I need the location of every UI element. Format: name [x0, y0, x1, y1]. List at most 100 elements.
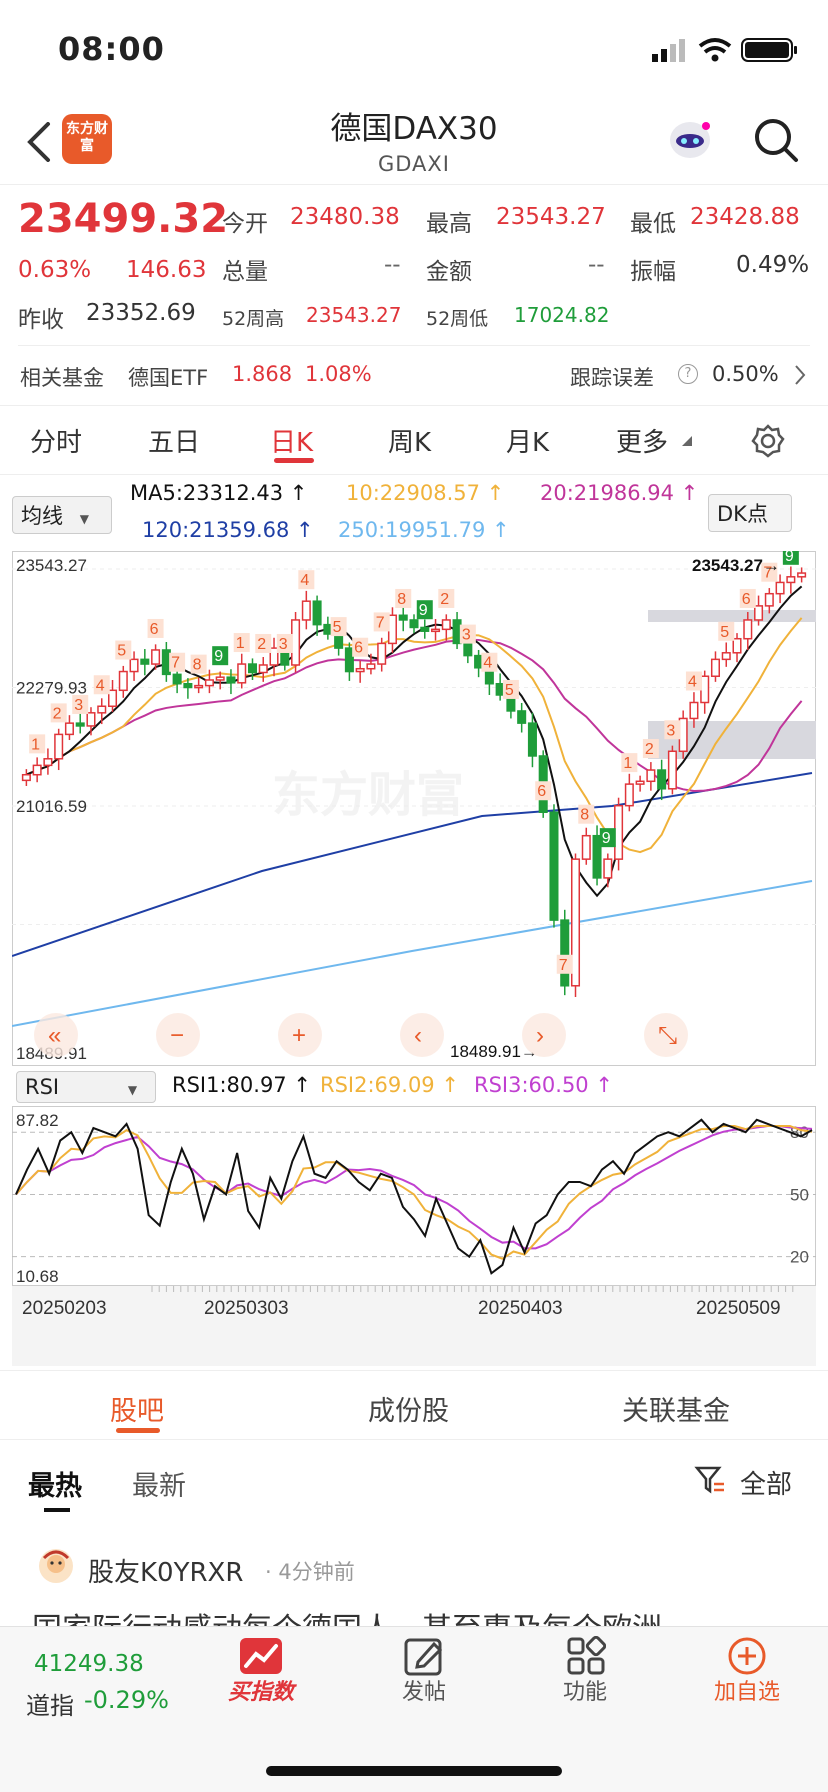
candle-body — [431, 628, 441, 633]
td-count-label: 6 — [150, 621, 159, 638]
sort-hot[interactable]: 最热 — [28, 1471, 82, 1502]
td-count-label: 5 — [505, 682, 514, 699]
candle-body — [398, 614, 408, 621]
td-count-label: 8 — [397, 591, 406, 608]
candle-body — [172, 673, 182, 685]
candle-body — [786, 576, 796, 584]
chevron-right-icon — [795, 365, 806, 385]
candle-body — [700, 675, 710, 704]
tab-weekly-k[interactable]: 周K — [388, 428, 432, 458]
tab-guba[interactable]: 股吧 — [110, 1396, 164, 1427]
candle-body — [32, 764, 42, 776]
filter-label[interactable]: 全部 — [740, 1470, 793, 1500]
td-count-label: 3 — [666, 722, 675, 739]
zoom-in-icon: + — [292, 1022, 306, 1049]
ma10-label: 10:22908.57 ↑ — [346, 481, 505, 505]
rsi-tick-label: 87.82 — [16, 1111, 59, 1130]
rsi3-label: RSI3:60.50 ↑ — [474, 1073, 613, 1097]
candle-body — [312, 600, 322, 626]
dow-index-value[interactable]: 41249.38 — [34, 1651, 144, 1677]
functions-grid-icon[interactable] — [566, 1636, 606, 1676]
candle-body — [129, 658, 139, 673]
td-count-bg — [276, 633, 293, 653]
tab-five-day[interactable]: 五日 — [148, 428, 201, 458]
dow-index-change[interactable]: -0.29% — [84, 1686, 169, 1714]
add-watchlist-label[interactable]: 加自选 — [713, 1680, 780, 1705]
td-count-label: 9 — [419, 602, 428, 619]
tab-constituents[interactable]: 成份股 — [368, 1396, 449, 1427]
td-count-label: 4 — [688, 674, 697, 691]
td-count-bg — [190, 654, 207, 674]
td-count-bg — [93, 675, 110, 695]
candle-body — [377, 642, 387, 665]
high-label: 最高 — [426, 211, 472, 237]
low-label: 最低 — [630, 211, 676, 237]
scroll-right-icon-bg — [522, 1013, 566, 1057]
related-fund-row[interactable]: 相关基金 德国ETF 1.868 1.08% 跟踪误差 ? 0.50% — [20, 362, 810, 390]
buy-index-label[interactable]: 买指数 — [227, 1680, 294, 1705]
candle-body — [247, 663, 258, 674]
candle-body — [215, 676, 225, 681]
td-count-bg — [782, 551, 799, 565]
volume-value: -- — [384, 252, 401, 278]
tab-more[interactable]: 更多 — [616, 428, 669, 458]
tab-related-funds[interactable]: 关联基金 — [622, 1396, 730, 1427]
open-value: 23480.38 — [290, 204, 400, 230]
add-watchlist-icon[interactable] — [726, 1636, 768, 1676]
td-count-bg — [621, 753, 638, 773]
amplitude-label: 振幅 — [630, 259, 676, 285]
search-icon[interactable] — [752, 116, 800, 164]
post-username[interactable]: 股友K0YRXR — [88, 1558, 244, 1588]
td-count-label: 4 — [96, 677, 105, 694]
candle-body — [635, 780, 645, 785]
rsi-level-label: 20 — [790, 1248, 809, 1267]
help-icon[interactable]: ? — [678, 364, 698, 384]
main-indicator-select[interactable]: 均线 ▼ — [12, 496, 112, 534]
app-logo: 东方财富 — [62, 114, 112, 164]
ma250-label: 250:19951.79 ↑ — [338, 518, 510, 542]
candle-body — [614, 804, 624, 860]
functions-label[interactable]: 功能 — [562, 1680, 607, 1705]
td-count-bg — [395, 588, 412, 608]
candle-body — [754, 605, 764, 621]
candle-body — [517, 710, 527, 724]
dow-index-name[interactable]: 道指 — [26, 1692, 74, 1720]
td-count-bg — [718, 621, 735, 641]
td-count-label: 7 — [376, 614, 385, 631]
post-text[interactable]: 国家际行动感动每个德国人，甚至惠及每个欧洲 — [32, 1608, 812, 1626]
td-count-bg — [212, 646, 229, 666]
post-compose-label[interactable]: 发帖 — [401, 1680, 446, 1705]
amount-value: -- — [588, 252, 605, 278]
week52-low-label: 52周低 — [426, 308, 489, 330]
td-count-label: 4 — [483, 655, 492, 672]
dk-point-button[interactable]: DK点 — [708, 494, 792, 532]
change-value: 146.63 — [126, 257, 207, 283]
ma10-text: 10:22908.57 — [346, 481, 480, 505]
td-count-label: 1 — [623, 755, 632, 772]
candle-body — [624, 783, 634, 807]
settings-gear-icon[interactable] — [750, 423, 786, 459]
candle-body — [226, 676, 236, 684]
zoom-out-icon: − — [170, 1022, 184, 1049]
user-avatar[interactable] — [38, 1548, 74, 1584]
robot-assistant-icon[interactable] — [666, 116, 714, 164]
td-count-bg — [502, 679, 519, 699]
active-tab-indicator — [274, 458, 314, 463]
rsi3-text: RSI3:60.50 — [474, 1073, 589, 1097]
buy-index-icon[interactable] — [238, 1636, 284, 1676]
filter-icon[interactable] — [694, 1464, 726, 1496]
td-count-bg — [373, 612, 390, 632]
candle-body — [743, 619, 753, 640]
tab-monthly-k[interactable]: 月K — [506, 428, 550, 458]
td-count-bg — [556, 954, 573, 974]
min-price-marker: 18489.91→ — [450, 1042, 538, 1061]
sub-indicator-select[interactable]: RSI ▼ — [16, 1071, 156, 1103]
post-compose-icon[interactable] — [404, 1636, 446, 1676]
tab-intraday[interactable]: 分时 — [30, 428, 83, 458]
back-icon[interactable] — [26, 122, 52, 162]
td-count-label: 8 — [193, 657, 202, 674]
sort-new[interactable]: 最新 — [132, 1471, 186, 1502]
tab-daily-k[interactable]: 日K — [270, 428, 314, 458]
